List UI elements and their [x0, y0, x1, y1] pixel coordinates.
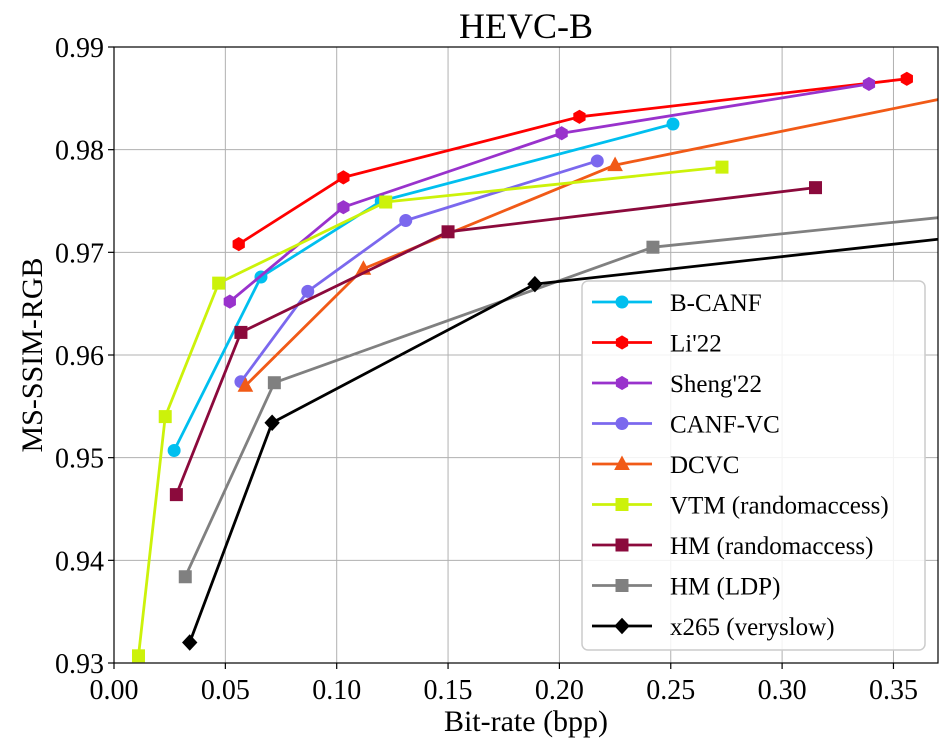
series-line [172, 122, 674, 452]
series-group [131, 71, 938, 663]
legend-entry: Sheng'22 [592, 371, 762, 398]
y-tick-label: 0.93 [55, 649, 104, 680]
legend-entry: CANF-VC [592, 412, 780, 439]
data-point [527, 275, 543, 293]
x-tick-label: 0.15 [424, 675, 473, 706]
y-tick-label: 0.94 [55, 546, 104, 577]
legend-marker [615, 579, 629, 592]
data-point [399, 214, 413, 228]
legend-entry: Li'22 [592, 331, 722, 358]
series-HM (randomaccess) [169, 181, 823, 502]
data-point [809, 181, 823, 195]
data-point [590, 154, 604, 168]
data-point [441, 225, 455, 239]
legend-marker [615, 498, 629, 511]
x-tick-label: 0.25 [646, 675, 695, 706]
data-point [900, 71, 913, 86]
data-point [337, 170, 350, 185]
series-line [188, 237, 938, 643]
legend-label: Li'22 [670, 331, 722, 358]
series-line [228, 82, 870, 303]
data-point [337, 200, 350, 215]
y-tick-label: 0.97 [55, 238, 104, 269]
data-point [178, 570, 192, 584]
legend-marker [615, 375, 629, 391]
data-point [646, 240, 660, 254]
legend-label: Sheng'22 [670, 371, 762, 398]
data-point [158, 410, 172, 424]
series-line [237, 77, 907, 246]
data-point [237, 377, 254, 392]
legend-entry: VTM (randomaccess) [592, 493, 889, 520]
chart-title: HEVC-B [459, 6, 593, 46]
data-point [555, 126, 568, 141]
data-point [301, 284, 315, 298]
y-tick-label: 0.99 [55, 33, 104, 64]
y-tick-label: 0.95 [55, 444, 104, 475]
legend-label: VTM (randomaccess) [670, 493, 889, 520]
series-VTM (randomaccess) [131, 160, 729, 663]
x-tick-label: 0.00 [90, 675, 139, 706]
data-point [212, 276, 226, 290]
y-tick-label: 0.98 [55, 136, 104, 167]
series-Li'22 [232, 71, 913, 252]
legend-label: x265 (veryslow) [670, 614, 835, 641]
data-point [169, 488, 183, 502]
legend-label: HM (LDP) [670, 574, 780, 601]
legend-entry: B-CANF [592, 290, 762, 317]
series-HM (LDP) [178, 216, 938, 584]
data-point [223, 294, 236, 309]
data-point [573, 109, 586, 124]
legend-marker [615, 538, 629, 552]
legend-marker [615, 295, 629, 309]
data-point [264, 414, 280, 431]
legend-marker [615, 335, 629, 350]
legend-marker [615, 417, 629, 430]
data-point [131, 649, 145, 663]
series-Sheng'22 [223, 76, 876, 309]
x-tick-label: 0.10 [312, 675, 361, 706]
x-tick-label: 0.30 [758, 675, 807, 706]
data-point [607, 156, 623, 172]
x-tick-label: 0.20 [535, 675, 584, 706]
legend-marker [614, 617, 630, 635]
data-point [715, 160, 729, 174]
data-point [666, 117, 680, 131]
series-line [175, 186, 816, 496]
data-point [379, 195, 393, 209]
data-point [234, 325, 248, 339]
data-point [862, 76, 876, 92]
legend-box [581, 280, 926, 651]
legend-label: DCVC [670, 452, 739, 479]
legend-entry: HM (randomaccess) [592, 533, 873, 560]
x-axis-label: Bit-rate (bpp) [444, 705, 608, 738]
data-point [182, 634, 198, 651]
legend-label: B-CANF [670, 290, 762, 317]
series-line [244, 98, 938, 387]
legend-entry: x265 (veryslow) [592, 614, 835, 641]
legend-entry: HM (LDP) [592, 574, 780, 601]
data-point [232, 237, 245, 252]
x-tick-label: 0.35 [869, 675, 918, 706]
legend-marker [614, 455, 630, 470]
series-x265 (veryslow) [182, 237, 938, 651]
y-tick-label: 0.96 [55, 341, 104, 372]
data-point [267, 376, 281, 390]
legend-label: CANF-VC [670, 412, 780, 439]
y-axis-label: MS-SSIM-RGB [16, 257, 49, 452]
data-point [167, 443, 181, 457]
legend-entry: DCVC [592, 452, 739, 479]
ticks: 0.00 0.05 0.10 0.15 0.20 0.25 0.30 0.35 0.93 0.94… [55, 33, 918, 706]
series-line [183, 216, 938, 578]
legend-label: HM (randomaccess) [670, 533, 873, 560]
x-tick-label: 0.05 [201, 675, 250, 706]
legend: B-CANF Li'22 Sheng'22 CANF-VC DCVC VTM (rando… [581, 280, 926, 651]
